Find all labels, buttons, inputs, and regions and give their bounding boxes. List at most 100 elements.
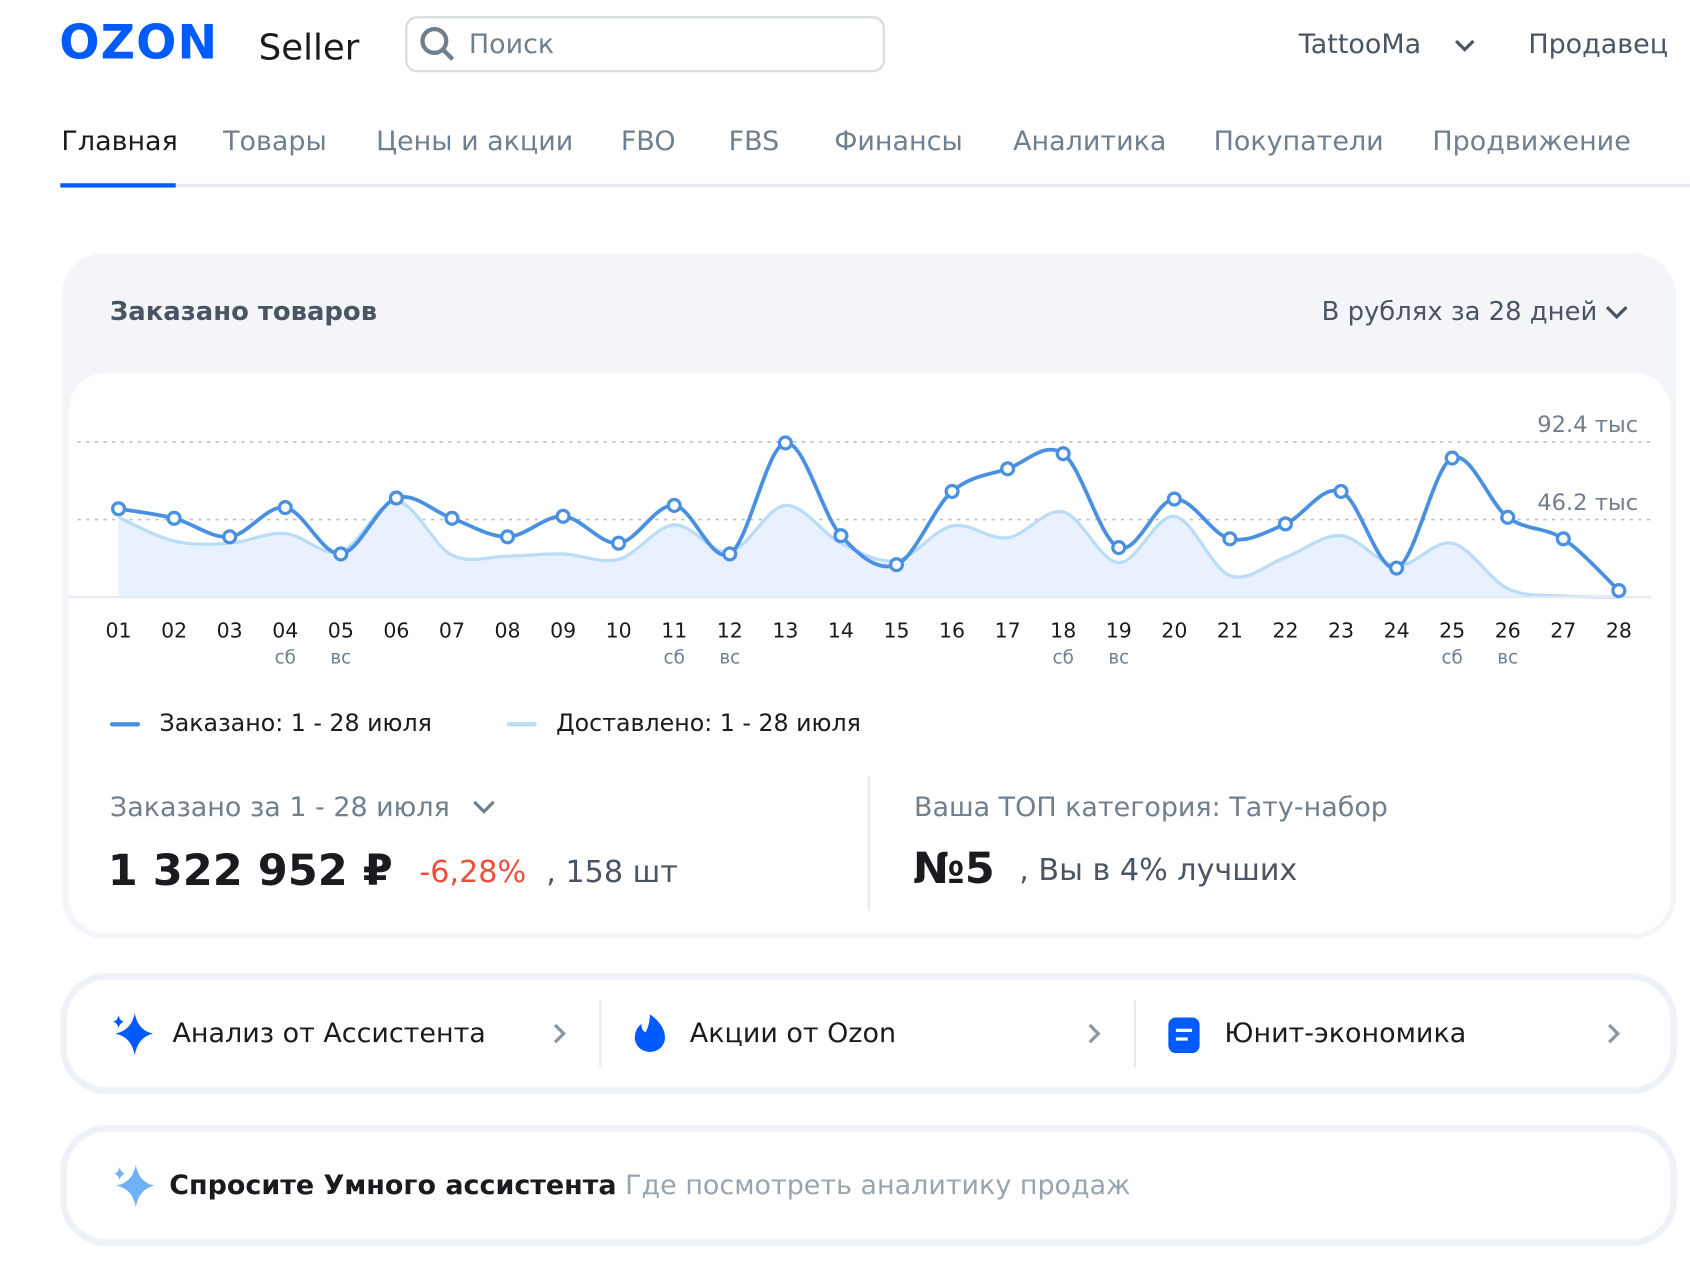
point bbox=[1166, 491, 1182, 507]
shortcut[interactable]: Акции от Ozon bbox=[690, 1018, 896, 1049]
chevron bbox=[1088, 1023, 1101, 1044]
x-tick-label: 22 bbox=[1272, 619, 1298, 643]
x-tick-label: 07 bbox=[439, 619, 465, 643]
x-day-label: вс bbox=[330, 648, 351, 669]
x-tick-label: 23 bbox=[1328, 619, 1354, 643]
chevron bbox=[1454, 39, 1475, 52]
change: -6,28% bbox=[419, 855, 526, 890]
role[interactable]: Продавец bbox=[1528, 29, 1668, 60]
line bbox=[118, 441, 1621, 592]
nav-item[interactable]: FBO bbox=[621, 126, 676, 157]
point bbox=[833, 528, 849, 544]
x-tick-label: 02 bbox=[161, 619, 187, 643]
point bbox=[611, 535, 627, 551]
x-tick-label: 08 bbox=[495, 619, 521, 643]
chevron bbox=[553, 1023, 566, 1044]
nav-item[interactable]: Аналитика bbox=[1013, 126, 1166, 157]
x-tick-label: 14 bbox=[828, 619, 854, 643]
x-tick-label: 01 bbox=[106, 619, 132, 643]
point bbox=[1000, 461, 1016, 477]
x-tick-label: 03 bbox=[217, 619, 243, 643]
point bbox=[1055, 446, 1071, 462]
assistant-placeholder: Где посмотреть аналитику продаж bbox=[625, 1170, 1130, 1201]
x-tick-label: 11 bbox=[661, 619, 687, 643]
area bbox=[118, 501, 1619, 598]
legend: Заказано: 1 - 28 июля Доставлено: 1 - 28 … bbox=[109, 709, 861, 737]
rank-note: , Вы в 4% лучших bbox=[1019, 852, 1297, 887]
count: , 158 шт bbox=[546, 855, 677, 890]
account[interactable]: TattooMa bbox=[1298, 29, 1421, 60]
point bbox=[888, 557, 905, 573]
point bbox=[1500, 509, 1516, 525]
point bbox=[1333, 483, 1349, 500]
sparkle-icon bbox=[114, 1165, 155, 1208]
nav-item[interactable]: Главная bbox=[61, 126, 177, 157]
top-label: Ваша ТОП категория: Тату-набор bbox=[914, 792, 1388, 823]
x-tick-label: 25 bbox=[1439, 619, 1465, 643]
rank: №5 bbox=[913, 843, 995, 893]
nav-item[interactable]: FBS bbox=[729, 126, 780, 157]
search-icon bbox=[420, 26, 449, 55]
x-tick-label: 26 bbox=[1495, 619, 1521, 643]
nav-active-underline bbox=[60, 183, 176, 188]
nav-item[interactable]: Продвижение bbox=[1432, 126, 1630, 157]
x-tick-label: 06 bbox=[383, 619, 409, 643]
search-icon bbox=[441, 48, 455, 61]
x-day-label: вс bbox=[1497, 648, 1518, 669]
search-placeholder: Поиск bbox=[469, 29, 554, 60]
x-tick-label: 28 bbox=[1606, 619, 1632, 643]
fire-icon bbox=[634, 1014, 666, 1052]
doc-icon bbox=[1168, 1017, 1200, 1054]
assistant-card[interactable] bbox=[60, 1125, 1678, 1246]
shortcut[interactable]: Юнит-экономика bbox=[1224, 1018, 1466, 1049]
assistant-title: Спросите Умного ассистента bbox=[169, 1170, 616, 1201]
legend-label: Заказано: 1 - 28 июля bbox=[160, 709, 432, 737]
x-tick-label: 12 bbox=[717, 619, 743, 643]
x-tick-label: 16 bbox=[939, 619, 965, 643]
point bbox=[777, 435, 793, 451]
chart-panel bbox=[68, 372, 1671, 934]
point bbox=[1111, 540, 1127, 556]
nav-item[interactable]: Товары bbox=[222, 126, 327, 157]
point bbox=[555, 508, 571, 524]
nav-item[interactable]: Финансы bbox=[834, 126, 963, 157]
x-day-label: сб bbox=[275, 648, 296, 669]
x-tick-label: 13 bbox=[772, 619, 798, 643]
point bbox=[1222, 531, 1238, 547]
point bbox=[1555, 531, 1571, 547]
shortcut[interactable]: Анализ от Ассистента bbox=[172, 1018, 485, 1049]
x-day-label: вс bbox=[719, 648, 740, 669]
point bbox=[444, 510, 460, 526]
chevron bbox=[1605, 306, 1628, 320]
amount: 1 322 952 ₽ bbox=[108, 846, 393, 896]
x-tick-label: 24 bbox=[1384, 619, 1410, 643]
point bbox=[166, 510, 182, 526]
x-tick-label: 17 bbox=[995, 619, 1021, 643]
nav: Главная Товары Цены и акции FBO FBS Финансы Ан… bbox=[61, 126, 1630, 157]
summary-line: 1 322 952 ₽ -6,28% , 158 шт bbox=[108, 846, 678, 896]
point bbox=[111, 501, 127, 517]
point bbox=[666, 497, 682, 513]
nav-item[interactable]: Цены и акции bbox=[376, 126, 573, 157]
x-day-label: сб bbox=[664, 648, 685, 669]
point bbox=[499, 529, 516, 545]
chevron[interactable] bbox=[473, 800, 495, 814]
x-tick-label: 15 bbox=[883, 619, 909, 643]
legend-label: Доставлено: 1 - 28 июля bbox=[556, 709, 861, 737]
x-tick-label: 05 bbox=[328, 619, 354, 643]
logo[interactable]: OZON bbox=[59, 15, 218, 70]
point bbox=[1444, 450, 1460, 466]
nav-item[interactable]: Покупатели bbox=[1214, 126, 1384, 157]
x-tick-label: 10 bbox=[606, 619, 632, 643]
y-tick-label: 46.2 тыс bbox=[1537, 490, 1638, 516]
sparkle-icon bbox=[113, 1013, 154, 1056]
y-tick-label: 92.4 тыс bbox=[1537, 412, 1638, 438]
search-box[interactable] bbox=[405, 16, 885, 73]
ordered-label: Заказано за 1 - 28 июля bbox=[110, 792, 450, 823]
x-tick-label: 21 bbox=[1217, 619, 1243, 643]
point bbox=[722, 546, 738, 562]
point bbox=[222, 529, 238, 545]
period-selector[interactable]: В рублях за 28 дней bbox=[1322, 297, 1598, 327]
